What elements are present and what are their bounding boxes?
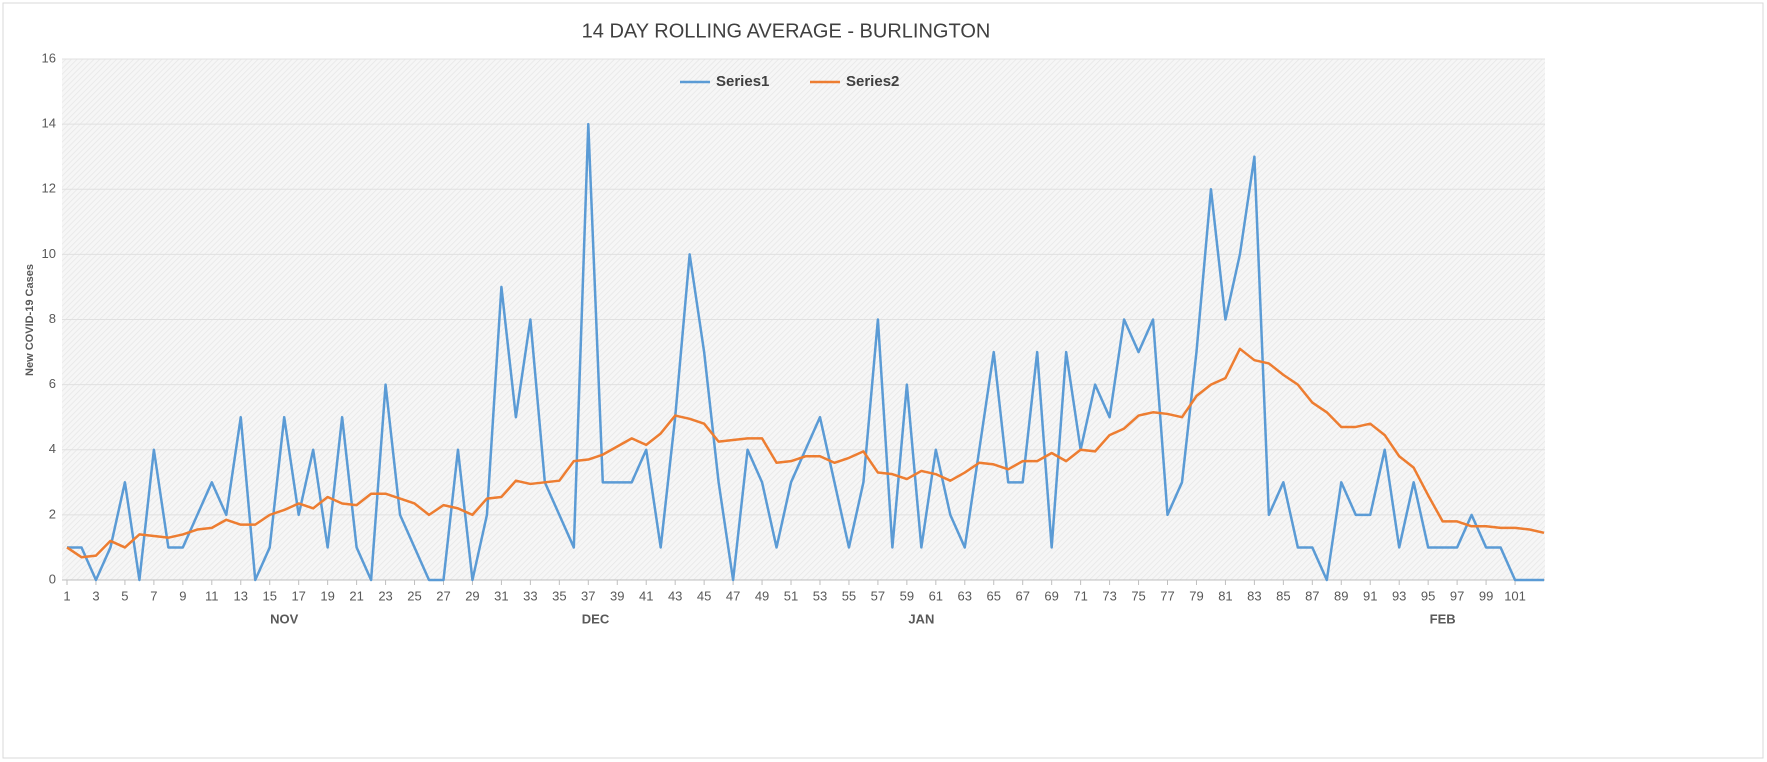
y-tick-label: 10	[42, 246, 56, 261]
y-tick-label: 4	[49, 441, 56, 456]
x-tick-label: 101	[1504, 588, 1526, 603]
x-tick-label: 13	[234, 588, 248, 603]
x-tick-label: 23	[378, 588, 392, 603]
x-tick-label: 79	[1189, 588, 1203, 603]
x-tick-label: 93	[1392, 588, 1406, 603]
x-tick-label: 77	[1160, 588, 1174, 603]
x-tick-label: 89	[1334, 588, 1348, 603]
month-label: DEC	[582, 611, 610, 626]
x-tick-label: 91	[1363, 588, 1377, 603]
legend-label: Series2	[846, 73, 899, 90]
x-tick-label: 81	[1218, 588, 1232, 603]
series-line	[66, 347, 1545, 559]
x-tick-label: 85	[1276, 588, 1290, 603]
x-tick-label: 69	[1044, 588, 1058, 603]
x-tick-label: 27	[436, 588, 450, 603]
y-tick-label: 6	[49, 376, 56, 391]
x-tick-label: 9	[179, 588, 186, 603]
x-tick-label: 51	[784, 588, 798, 603]
x-tick-label: 53	[813, 588, 827, 603]
month-label: JAN	[908, 611, 934, 626]
x-tick-label: 1	[63, 588, 70, 603]
y-tick-label: 12	[42, 181, 56, 196]
x-tick-label: 7	[150, 588, 157, 603]
x-tick-label: 75	[1131, 588, 1145, 603]
x-tick-label: 21	[349, 588, 363, 603]
x-tick-label: 17	[291, 588, 305, 603]
legend-label: Series1	[716, 73, 769, 90]
x-tick-label: 19	[320, 588, 334, 603]
x-tick-label: 3	[92, 588, 99, 603]
x-tick-label: 31	[494, 588, 508, 603]
x-tick-label: 15	[262, 588, 276, 603]
x-tick-label: 25	[407, 588, 421, 603]
x-tick-label: 43	[668, 588, 682, 603]
x-tick-label: 49	[755, 588, 769, 603]
x-tick-label: 11	[205, 588, 219, 603]
x-tick-label: 67	[1015, 588, 1029, 603]
x-tick-label: 73	[1102, 588, 1116, 603]
y-tick-label: 16	[42, 50, 56, 65]
x-tick-label: 33	[523, 588, 537, 603]
x-tick-label: 41	[639, 588, 653, 603]
y-tick-label: 0	[49, 571, 56, 586]
y-axis-label: New COVID-19 Cases	[24, 264, 36, 376]
x-tick-label: 65	[987, 588, 1001, 603]
x-tick-label: 61	[929, 588, 943, 603]
x-tick-label: 87	[1305, 588, 1319, 603]
x-tick-label: 35	[552, 588, 566, 603]
month-label: NOV	[270, 611, 299, 626]
x-tick-label: 57	[871, 588, 885, 603]
x-tick-label: 45	[697, 588, 711, 603]
x-tick-label: 95	[1421, 588, 1435, 603]
x-tick-label: 47	[726, 588, 740, 603]
x-tick-label: 5	[121, 588, 128, 603]
x-tick-label: 55	[842, 588, 856, 603]
x-tick-label: 37	[581, 588, 595, 603]
x-tick-label: 59	[900, 588, 914, 603]
y-tick-label: 8	[49, 311, 56, 326]
chart-title: 14 DAY ROLLING AVERAGE - BURLINGTON	[582, 20, 991, 42]
x-tick-label: 29	[465, 588, 479, 603]
x-tick-label: 83	[1247, 588, 1261, 603]
y-tick-label: 2	[49, 506, 56, 521]
x-tick-label: 63	[958, 588, 972, 603]
x-tick-label: 99	[1479, 588, 1493, 603]
month-label: FEB	[1430, 611, 1456, 626]
series-line	[67, 122, 1544, 582]
x-tick-label: 71	[1073, 588, 1087, 603]
y-tick-label: 14	[42, 116, 56, 131]
x-tick-label: 39	[610, 588, 624, 603]
x-tick-label: 97	[1450, 588, 1464, 603]
